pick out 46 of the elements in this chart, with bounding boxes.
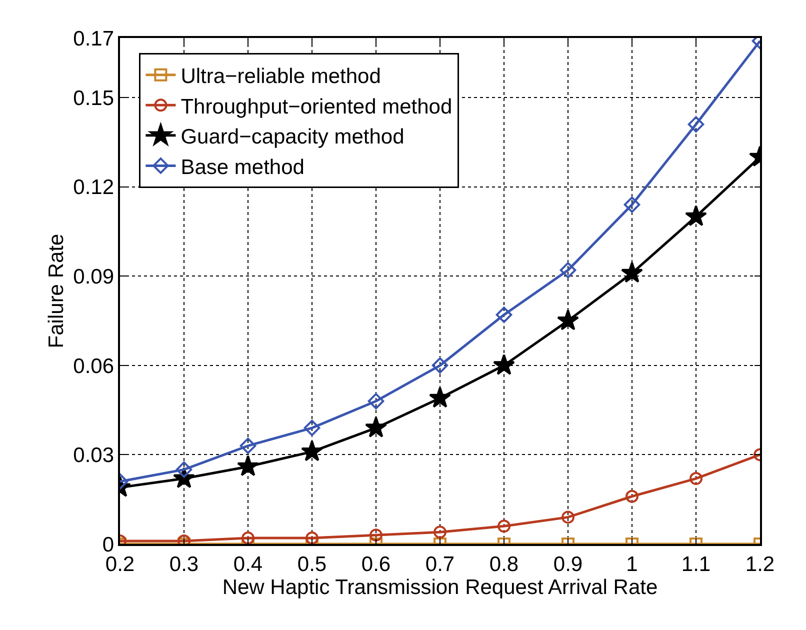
x-tick-label: 0.3 [169, 552, 199, 576]
y-tick-label: 0.15 [73, 86, 114, 110]
x-tick-label: 0.9 [553, 552, 583, 576]
x-tick-label: 1.1 [681, 552, 711, 576]
x-tick-label: 1.2 [745, 552, 775, 576]
x-tick-label: 0.8 [489, 552, 519, 576]
point [368, 392, 384, 410]
point [493, 354, 515, 375]
point [429, 386, 451, 408]
point [365, 416, 387, 438]
y-tick-label: 0.06 [73, 354, 114, 378]
point [498, 520, 510, 533]
y-tick-label: 0.12 [73, 176, 114, 200]
point [626, 490, 638, 503]
legend-label: Ultra−reliable method [180, 65, 381, 88]
point [434, 526, 446, 539]
point [562, 510, 574, 524]
point [496, 306, 512, 323]
x-axis-title: New Haptic Transmission Request Arrival Rate [222, 576, 658, 599]
legend-label: Base method [180, 156, 304, 179]
x-tick-label: 0.6 [361, 552, 391, 576]
x-tick-label: 0.7 [425, 552, 455, 576]
point [557, 309, 579, 330]
point [304, 420, 320, 436]
point [690, 472, 702, 486]
point [370, 528, 382, 542]
y-tick-label: 0.17 [73, 27, 114, 50]
point [688, 116, 704, 132]
point [685, 205, 707, 226]
x-tick-label: 0.5 [297, 552, 327, 576]
point [306, 532, 318, 544]
legend-label: Throughput−oriented method [180, 95, 452, 118]
point [237, 455, 259, 476]
x-tick-label: 1 [626, 552, 638, 576]
y-axis-title: Failure Rate [44, 234, 68, 348]
point [560, 262, 576, 278]
legend-label: Guard−capacity method [180, 126, 404, 149]
point [301, 440, 323, 462]
x-tick-label: 0.4 [233, 552, 263, 576]
point [624, 196, 640, 213]
point [240, 438, 256, 454]
y-tick-label: 0.03 [73, 444, 114, 468]
point [242, 532, 254, 544]
y-tick-label: 0.09 [73, 265, 114, 288]
point [432, 357, 448, 374]
point [621, 262, 643, 283]
